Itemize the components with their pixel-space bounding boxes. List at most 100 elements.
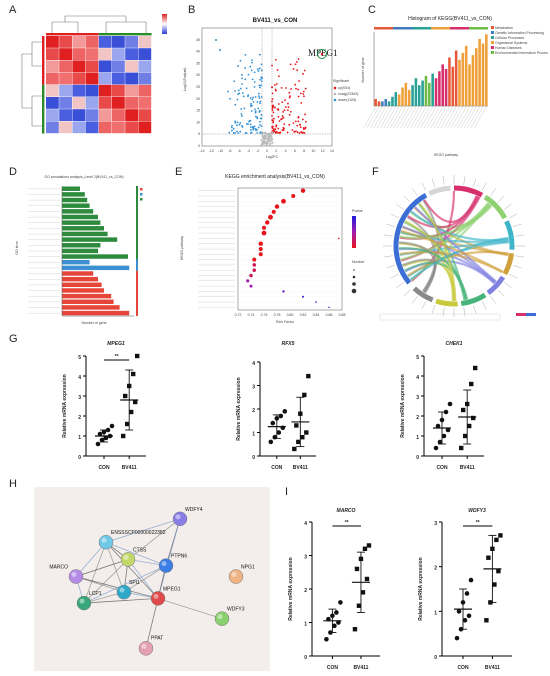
volcano-point [281,115,284,117]
volcano-point [236,130,238,133]
volcano-point [241,125,243,127]
volcano-point [240,108,243,110]
kegg-enrich-size-title: Number [352,260,365,264]
qpcr-point-bv [356,603,362,608]
kegg-enrich-xtick: 0.88 [339,313,346,317]
volcano-point [288,96,291,99]
kegg-hist-bar [381,101,384,106]
qpcr-point-bv [302,392,307,398]
kegg-hist-legend-label: Metabolism [495,26,513,30]
chord-ribbon [409,236,509,281]
kegg-hist-tick-label [366,106,380,129]
volcano-point-nosig [265,141,268,143]
kegg-hist-bar [407,89,411,106]
chord-label [509,273,518,279]
go-bar [62,288,104,293]
volcano-xtick: 10 [311,149,315,153]
mpeg1-highlight-circle [317,49,327,59]
volcano-highlight-label: MPEG1 [308,48,338,58]
kegg-hist-legend-swatch [491,41,494,44]
go-bar [62,305,120,310]
qpcr-point-con [445,427,451,433]
volcano-point-nosig [264,141,266,143]
qpcr-i-panel: MARCO Relative mRNA expression 0 1 2 3 4 CON BV4… [282,494,550,676]
volcano-point [300,102,303,104]
volcano-point [244,78,247,81]
kegg-enrich-point [291,193,296,198]
panel-label-d: D [9,166,17,178]
chord-label [386,264,396,269]
heatmap-cell [125,84,138,97]
volcano-point [249,123,252,126]
volcano-point [253,71,256,74]
go-bar [62,192,85,197]
volcano-point [287,106,290,109]
volcano-point [280,86,283,89]
volcano-xtick: 8 [303,149,305,153]
kegg-hist-tick-label [460,106,474,129]
panel-label-h: H [9,478,17,490]
kegg-enrich-xtick: 0.84 [313,313,320,317]
volcano-point [249,126,252,128]
volcano-point [240,113,243,115]
network-node-shine [175,514,181,520]
network-edge [127,518,181,560]
volcano-point [256,117,259,120]
volcano-point [299,126,302,129]
chord-label [383,255,393,258]
heatmap-cell [59,36,72,48]
qpcr-point-bv [304,430,309,435]
volcano-point [237,132,240,134]
volcano-point-nosig [271,139,273,142]
network-edge [75,541,107,577]
qpcr-point-bv [498,533,503,538]
volcano-xtick: -8 [228,149,231,153]
volcano-point [277,127,280,130]
volcano-point [260,96,263,98]
volcano-point [304,120,307,123]
kegg-hist-bar [424,75,428,106]
heatmap-cell [138,84,152,97]
kegg-hist-legend-swatch [491,51,494,54]
panel-label-a: A [9,4,17,16]
heatmap-cell [138,60,152,73]
network-edge [83,565,167,604]
volcano-point-nosig [266,144,269,147]
chord-label [442,307,445,317]
chord-arc [460,292,487,307]
qpcr-group-label: BV411 [293,465,308,471]
chord-label [463,307,466,317]
volcano-point [239,130,242,133]
go-title: GO annotations analysis_Level 2(BV411_vs… [44,175,123,179]
volcano-point [302,127,305,129]
volcano-point [256,68,259,71]
volcano-point [274,88,277,91]
volcano-point [286,109,289,112]
volcano-point [287,102,289,105]
volcano-point [260,84,263,87]
kegg-enrich-point [246,279,250,283]
volcano-xtick: -6 [238,149,241,153]
column-dendrogram [51,15,147,34]
heatmap-color-scale [162,14,167,34]
network-node-shine [101,537,107,543]
volcano-point [300,131,303,133]
qpcr-point-bv [463,433,468,439]
kegg-hist-tick-label [437,106,450,129]
chord-label [490,188,496,196]
kegg-hist-bar [474,48,478,106]
volcano-point [282,111,284,113]
volcano-plot: BV411_vs_CON Log2FC -Log10(Padjust) MPEG… [183,18,358,159]
volcano-point [272,121,275,124]
chord-label [504,204,512,210]
kegg-hist-bar [454,50,458,106]
volcano-point [303,132,306,134]
volcano-point [249,97,252,99]
kegg-hist-tick-label [376,106,390,129]
volcano-point [253,108,256,111]
chord-arc [412,286,434,303]
volcano-point [258,86,261,89]
kegg-hist-tick-label [417,106,430,129]
volcano-point [252,101,255,103]
kegg-enrich-panel: KEGG enrichment analysis(BV411_vs_CON) R… [180,168,370,328]
